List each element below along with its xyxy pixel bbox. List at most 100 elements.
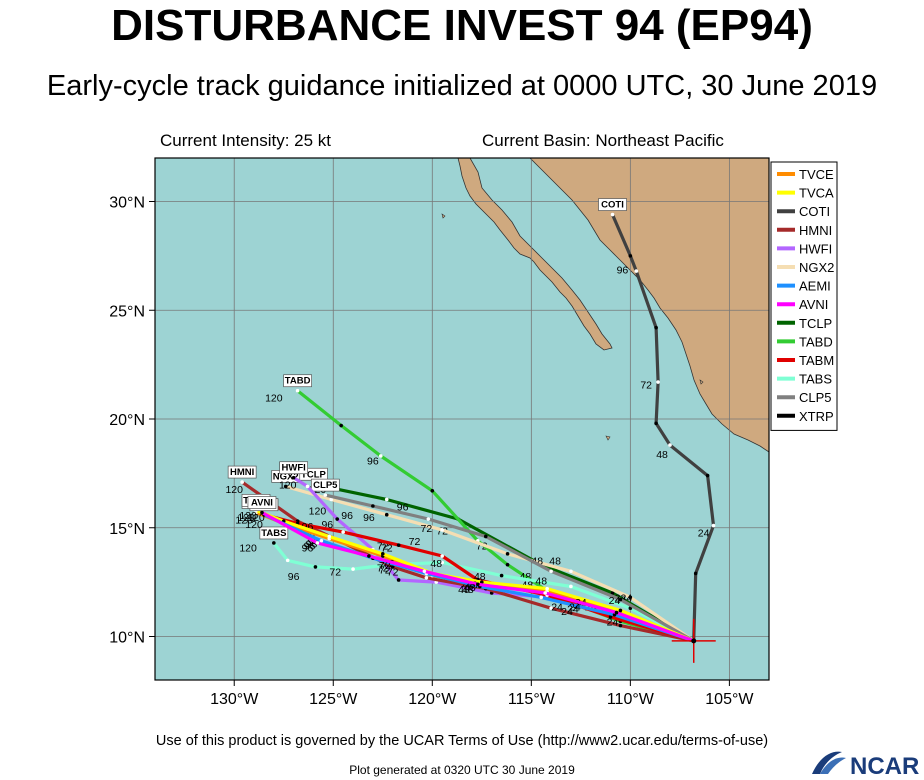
forecast-hour-label: 120 [239, 543, 257, 555]
page-title: DISTURBANCE INVEST 94 (EP94) [111, 1, 813, 50]
track-line [285, 484, 695, 643]
legend: TVCE TVCA COTI HMNI HWFI NGX2 AEMI AVNI TCLP TABD… [770, 161, 838, 431]
forecast-hour-label: 120 [239, 510, 257, 522]
forecast-hour-label: 120 [309, 506, 327, 518]
legend-label: TABM [799, 353, 834, 368]
track-point [569, 584, 573, 589]
track-point [505, 562, 510, 567]
track-point [656, 380, 660, 384]
track-end-label: COTI [601, 200, 624, 211]
legend-label: AVNI [799, 297, 828, 312]
y-tick-label: 30°N [109, 195, 145, 212]
page-subtitle: Early-cycle track guidance initialized a… [46, 70, 878, 102]
forecast-hour-label: 96 [397, 501, 409, 513]
x-tick-label: 120°W [408, 691, 457, 708]
track-point [313, 565, 318, 569]
track-point [390, 565, 395, 569]
track-point [315, 541, 320, 545]
track-end-label: HWFI [282, 463, 306, 474]
track-point [283, 484, 288, 489]
legend-label: XTRP [799, 409, 834, 424]
track-point [378, 454, 383, 458]
forecast-hour-label: 48 [549, 556, 561, 568]
track-point [384, 497, 389, 502]
track-end-label: NGX2 [273, 471, 299, 482]
track-point [539, 595, 544, 600]
track-line [263, 513, 695, 643]
forecast-hour-label: 24 [621, 593, 633, 605]
legend-label: TVCE [799, 167, 834, 182]
forecast-hour-label: 96 [363, 512, 375, 524]
track-point [319, 539, 324, 543]
forecast-hour-label: 96 [304, 541, 316, 553]
track-point [693, 571, 698, 576]
forecast-hour-label: 96 [302, 543, 314, 555]
track-end-label-box [279, 461, 308, 475]
track-point [618, 608, 623, 613]
initial-position-dot [691, 638, 697, 644]
forecast-hour-label: 48 [531, 556, 543, 568]
track-point [499, 573, 504, 578]
forecast-hour-label: 72 [379, 560, 391, 572]
track-point [291, 475, 296, 480]
track-point [327, 534, 332, 539]
y-tick-label: 20°N [109, 412, 145, 429]
track-point [305, 484, 310, 489]
forecast-hour-label: 24 [609, 595, 621, 607]
forecast-hour-label: 24 [607, 617, 619, 629]
track-point [240, 480, 244, 484]
track-point [440, 528, 444, 532]
track-point [480, 580, 484, 584]
legend-item-hwfi: HWFI [777, 241, 832, 256]
forecast-hour-label: 96 [306, 538, 318, 550]
ncar-logo-text: NCAR [850, 753, 919, 780]
x-tick-label: 105°W [705, 691, 754, 708]
forecast-hour-label: 48 [474, 571, 486, 583]
legend-item-tvca: TVCA [777, 186, 834, 201]
legend-label: TABD [799, 334, 833, 349]
track-point [610, 591, 615, 595]
forecast-hour-label: 24 [561, 606, 573, 618]
forecast-hour-label: 72 [476, 541, 488, 553]
forecast-hour-label: 24 [551, 601, 563, 613]
forecast-hour-label: 96 [367, 456, 379, 468]
track-point [549, 606, 553, 611]
track-point [424, 575, 429, 580]
forecast-hour-label: 96 [617, 264, 629, 276]
track-point [272, 541, 276, 545]
legend-label: HMNI [799, 223, 832, 238]
forecast-hour-label: 72 [421, 523, 433, 535]
forecast-tracks: 24487296120TCLP24487296COTI24487296120TA… [225, 198, 716, 643]
forecast-hour-label: 48 [535, 575, 547, 587]
forecast-hour-label: 120 [225, 484, 243, 496]
legend-item-hmni: HMNI [777, 223, 832, 238]
initial-position-marker [671, 618, 716, 663]
track-end-label: TABD [285, 376, 311, 387]
track-point [618, 597, 623, 602]
forecast-hour-label: 96 [302, 521, 314, 533]
forecast-hour-label: 48 [656, 449, 668, 461]
forecast-hour-label: 72 [377, 562, 389, 574]
current-basin: Current Basin: Northeast Pacific [482, 131, 724, 150]
track-point [618, 623, 623, 628]
forecast-hour-label: 120 [265, 393, 283, 405]
terms-of-use: Use of this product is governed by the U… [155, 733, 769, 749]
track-point [367, 554, 371, 558]
track-end-label: TABS [261, 528, 286, 539]
track-point [505, 552, 510, 556]
track-point [610, 212, 615, 217]
legend-label: HWFI [799, 241, 832, 256]
forecast-hour-label: 120 [235, 514, 253, 526]
x-tick-label: 125°W [309, 691, 358, 708]
legend-item-tclp: TCLP [777, 316, 832, 331]
legend-item-tabm: TABM [777, 353, 834, 368]
track-point [384, 512, 389, 517]
forecast-hour-label: 48 [462, 584, 474, 596]
legend-label: TVCA [799, 186, 834, 201]
forecast-hour-label: 96 [321, 519, 333, 531]
forecast-hour-label: 24 [567, 604, 579, 616]
track-point [422, 569, 427, 574]
track-end-label: CLP5 [313, 480, 338, 491]
forecast-hour-label: 72 [387, 567, 399, 579]
track-point [396, 543, 401, 547]
